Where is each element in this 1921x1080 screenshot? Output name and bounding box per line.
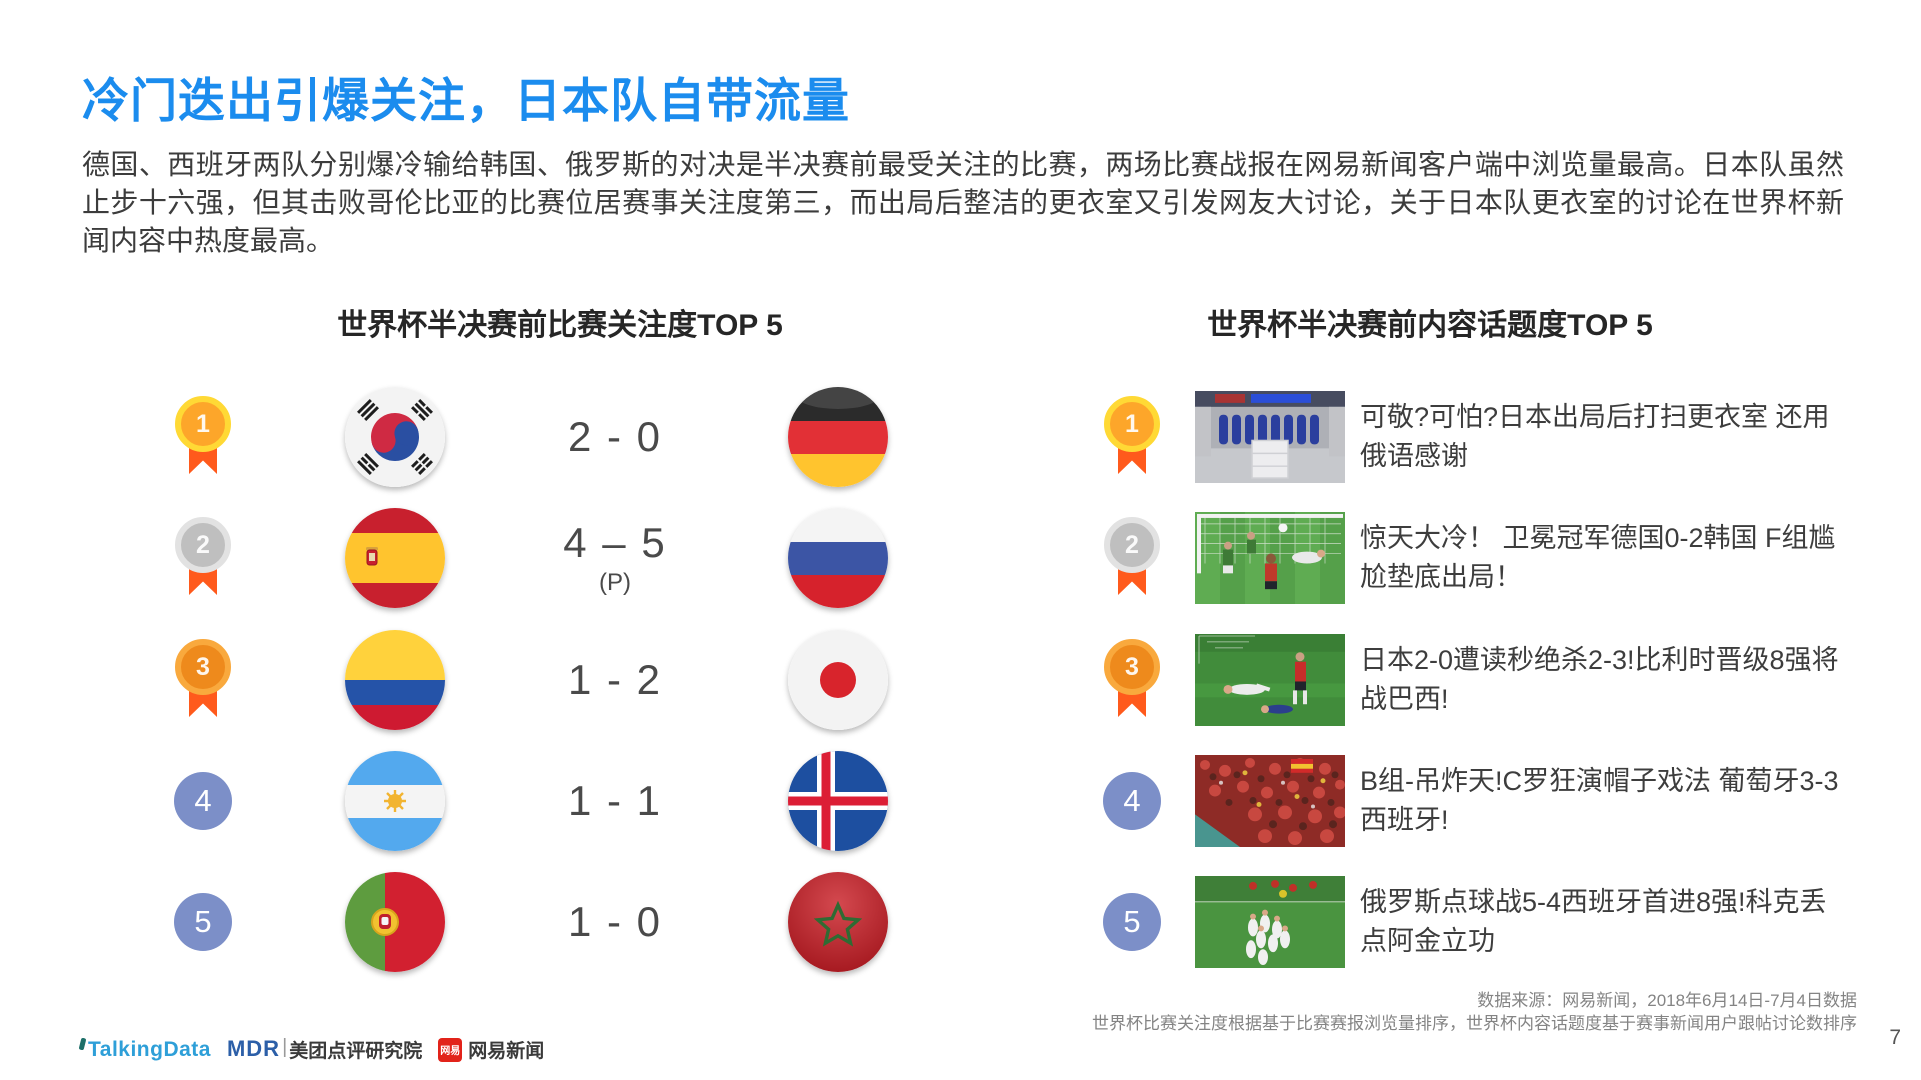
netease-badge-icon: 网易 bbox=[438, 1037, 463, 1062]
flag-russia-icon bbox=[788, 508, 888, 608]
intro-paragraph: 德国、西班牙两队分别爆冷输给韩国、俄罗斯的对决是半决赛前最受关注的比赛，两场比赛… bbox=[82, 149, 1844, 256]
match-score: 4 – 5 (P) bbox=[563, 519, 667, 596]
match-row-3: 3 1 - 2 bbox=[150, 625, 910, 735]
flag-japan-icon bbox=[788, 630, 888, 730]
news-headline: 俄罗斯点球战5-4西班牙首进8强!科克丢点阿金立功 bbox=[1360, 887, 1827, 956]
news-thumbnail-red-crowd bbox=[1195, 755, 1345, 847]
flag-argentina-icon bbox=[345, 751, 445, 851]
news-headline: 可敬?可怕?日本出局后打扫更衣室 还用俄语感谢 bbox=[1360, 402, 1830, 471]
news-thumbnail-celebration bbox=[1195, 876, 1345, 968]
rank-number: 1 bbox=[1104, 396, 1160, 452]
logo-divider: | bbox=[282, 1036, 288, 1058]
mdr-meituan-logo: MDR | 美团点评研究院 bbox=[227, 1036, 422, 1063]
news-headline: B组-吊炸天!C罗狂演帽子戏法 葡萄牙3-3西班牙! bbox=[1360, 766, 1839, 835]
rank-badge: 4 bbox=[1103, 772, 1161, 830]
topic-row-2: 2 惊天大冷！ 卫冕冠军德国0-2韩国 F组尴尬垫底出局！ bbox=[1080, 503, 1870, 613]
rank-number: 2 bbox=[1104, 517, 1160, 573]
rank-badge: 5 bbox=[174, 893, 232, 951]
news-headline: 日本2-0遭读秒绝杀2-3!比利时晋级8强将战巴西! bbox=[1360, 645, 1839, 714]
topic-row-1: 1 可敬?可怕?日本出局后打扫更衣室 还用俄语感谢 bbox=[1080, 382, 1870, 492]
match-score: 1 - 1 bbox=[567, 777, 663, 824]
news-thumbnail-fallen-players bbox=[1195, 634, 1345, 726]
rank-number: 1 bbox=[175, 396, 231, 452]
news-thumbnail-goal-scene bbox=[1195, 512, 1345, 604]
match-score: 1 - 0 bbox=[567, 898, 663, 945]
mdr-wordmark: MDR bbox=[226, 1036, 281, 1061]
rank-number: 3 bbox=[1104, 639, 1160, 695]
talkingdata-mark-icon bbox=[78, 1037, 87, 1050]
flag-iceland-icon bbox=[788, 751, 888, 851]
meituan-research-label: 美团点评研究院 bbox=[289, 1041, 423, 1062]
topic-ranking-title: 世界杯半决赛前内容话题度TOP 5 bbox=[1207, 309, 1653, 342]
footer-logos: TalkingData MDR | 美团点评研究院 网易 网易新闻 bbox=[78, 1036, 544, 1063]
flag-spain-icon bbox=[345, 508, 445, 608]
rank-number: 2 bbox=[175, 517, 231, 573]
match-row-5: 5 1 - 0 bbox=[150, 867, 910, 977]
match-row-1: 1 2 - 0 bbox=[150, 382, 910, 492]
topic-row-5: 5 俄罗斯点球战5-4西班牙首进8强!科克丢点阿金立功 bbox=[1080, 867, 1870, 977]
match-row-2: 2 4 – 5 (P) bbox=[150, 503, 910, 613]
flag-portugal-icon bbox=[345, 872, 445, 972]
flag-morocco-icon bbox=[788, 872, 888, 972]
flag-south-korea-icon bbox=[345, 387, 445, 487]
page-title: 冷门迭出引爆关注，日本队自带流量 bbox=[82, 74, 850, 127]
rank-badge: 4 bbox=[174, 772, 232, 830]
match-row-4: 4 1 - 1 bbox=[150, 746, 910, 856]
topic-row-3: 3 日本2-0遭读秒绝杀2-3!比利时晋级8强将战巴西! bbox=[1080, 625, 1870, 735]
flag-germany-icon bbox=[788, 387, 888, 487]
rank-badge: 5 bbox=[1103, 893, 1161, 951]
flag-colombia-icon bbox=[345, 630, 445, 730]
topic-row-4: 4 B组-吊炸天!C罗狂演帽子戏法 葡萄牙3-3西班牙! bbox=[1080, 746, 1870, 856]
netease-news-logo: 网易 网易新闻 bbox=[438, 1036, 544, 1063]
news-headline: 惊天大冷！ 卫冕冠军德国0-2韩国 F组尴尬垫底出局！ bbox=[1360, 523, 1836, 592]
match-score: 2 - 0 bbox=[567, 413, 663, 460]
talkingdata-logo: TalkingData bbox=[78, 1037, 211, 1062]
data-source-line1: 数据来源：网易新闻，2018年6月14日-7月4日数据 bbox=[1477, 991, 1857, 1010]
data-source-line2: 世界杯比赛关注度根据基于比赛赛报浏览量排序，世界杯内容话题度基于赛事新闻用户跟帖… bbox=[1092, 1014, 1857, 1033]
match-ranking-title: 世界杯半决赛前比赛关注度TOP 5 bbox=[337, 309, 783, 342]
netease-news-label: 网易新闻 bbox=[468, 1041, 545, 1062]
match-score: 1 - 2 bbox=[567, 656, 663, 703]
rank-number: 3 bbox=[175, 639, 231, 695]
news-thumbnail-locker-room bbox=[1195, 391, 1345, 483]
page-number: 7 bbox=[1889, 1026, 1901, 1049]
